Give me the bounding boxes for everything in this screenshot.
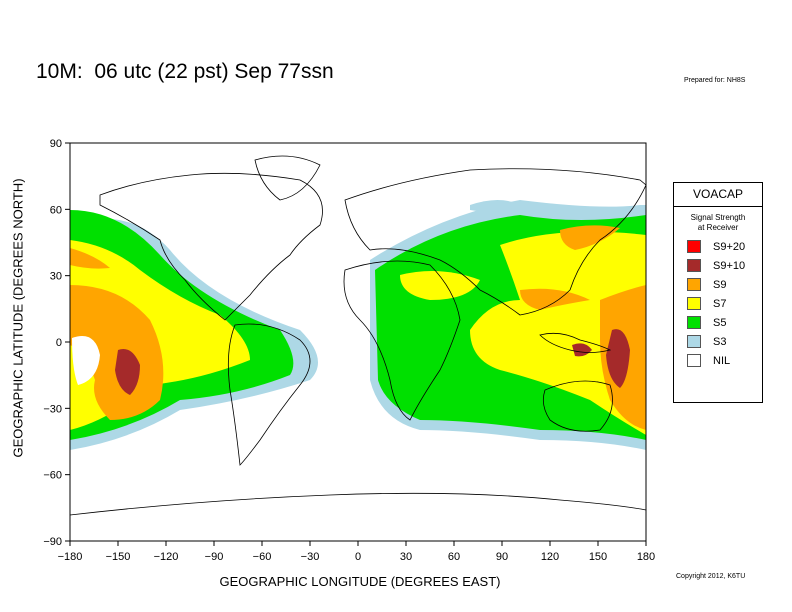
legend-item-label: S9+20: [713, 240, 746, 253]
legend-title: VOACAP: [674, 183, 762, 207]
prepared-for-label: Prepared for: NH8S: [684, 77, 746, 84]
indonesia-outline: [539, 332, 612, 353]
africa-outline: [343, 260, 461, 421]
y-axis-label: GEOGRAPHIC LATITUDE (DEGREES NORTH): [10, 178, 26, 458]
coverage-s9plus10-core: [606, 329, 630, 388]
x-axis-ticks: −180 −150 −120 −90 −60 −30 0 30 60 90 120 150 180: [58, 541, 655, 563]
south-america-outline: [227, 323, 311, 466]
legend-item-label: S7: [713, 297, 727, 310]
coverage-nil-pocket: [72, 336, 100, 385]
x-tick-label: 0: [355, 551, 361, 563]
x-tick-label: 150: [589, 551, 607, 563]
x-tick-label: −180: [58, 551, 83, 563]
x-tick-label: −90: [205, 551, 224, 563]
y-tick-label: −90: [43, 536, 62, 548]
greenland-outline: [254, 155, 321, 201]
legend-swatch: [687, 297, 701, 310]
europe-asia-outline: [344, 168, 646, 316]
legend-item-label: S9: [713, 278, 727, 291]
coverage-s9-band: [70, 285, 164, 420]
x-tick-label: 120: [541, 551, 559, 563]
legend-item-s9plus10: S9+10: [674, 256, 762, 275]
legend-item-label: S3: [713, 335, 727, 348]
continent-outlines: [70, 155, 646, 516]
legend-swatch: [687, 240, 701, 253]
legend-item-s9plus20: S9+20: [674, 237, 762, 256]
x-tick-label: −150: [106, 551, 131, 563]
legend-item-s3: S3: [674, 332, 762, 351]
map-title: 10M: 06 utc (22 pst) Sep 77ssn: [36, 60, 334, 83]
legend-item-s9: S9: [674, 275, 762, 294]
x-tick-label: 90: [496, 551, 508, 563]
coverage-s3-band: [470, 200, 520, 212]
legend-item-s5: S5: [674, 313, 762, 332]
coverage-s9plus10-core: [572, 343, 592, 357]
y-tick-label: −60: [43, 470, 62, 482]
north-america-outline: [99, 172, 323, 321]
australia-outline: [542, 380, 613, 432]
x-tick-label: 180: [637, 551, 655, 563]
y-tick-label: 60: [50, 204, 62, 216]
antarctica-outline: [70, 492, 646, 516]
coverage-s9-band: [520, 288, 590, 310]
coverage-s9-band: [560, 225, 620, 250]
legend-item-label: NIL: [713, 354, 731, 367]
y-axis-ticks: 90 60 30 0 −30 −60 −90: [43, 138, 70, 548]
legend-subtitle-line1: Signal Strength: [690, 213, 746, 222]
legend-item-nil: NIL: [674, 351, 762, 370]
legend-item-label: S9+10: [713, 259, 746, 272]
signal-legend: VOACAP Signal Strength at Receiver S9+20…: [673, 182, 763, 403]
coverage-s9-band: [70, 248, 110, 269]
legend-subtitle: Signal Strength at Receiver: [674, 213, 762, 233]
legend-item-label: S5: [713, 316, 727, 329]
x-tick-label: 60: [448, 551, 460, 563]
coverage-s7-band: [400, 271, 480, 300]
legend-swatch: [687, 316, 701, 329]
x-axis-label: GEOGRAPHIC LONGITUDE (DEGREES EAST): [219, 574, 501, 589]
legend-item-s7: S7: [674, 294, 762, 313]
x-tick-label: −30: [301, 551, 320, 563]
signal-coverage-layer: [70, 200, 646, 450]
legend-swatch: [687, 259, 701, 272]
y-tick-label: 0: [56, 337, 62, 349]
x-tick-label: −120: [154, 551, 179, 563]
x-tick-label: −60: [253, 551, 272, 563]
x-tick-label: 30: [400, 551, 412, 563]
y-tick-label: −30: [43, 403, 62, 415]
legend-swatch: [687, 278, 701, 291]
legend-swatch: [687, 335, 701, 348]
legend-subtitle-line2: at Receiver: [697, 223, 739, 232]
coverage-s9plus10-core: [115, 349, 140, 395]
y-tick-label: 30: [50, 271, 62, 283]
legend-swatch: [687, 354, 701, 367]
y-tick-label: 90: [50, 138, 62, 150]
copyright-label: Copyright 2012, K6TU: [676, 573, 746, 580]
